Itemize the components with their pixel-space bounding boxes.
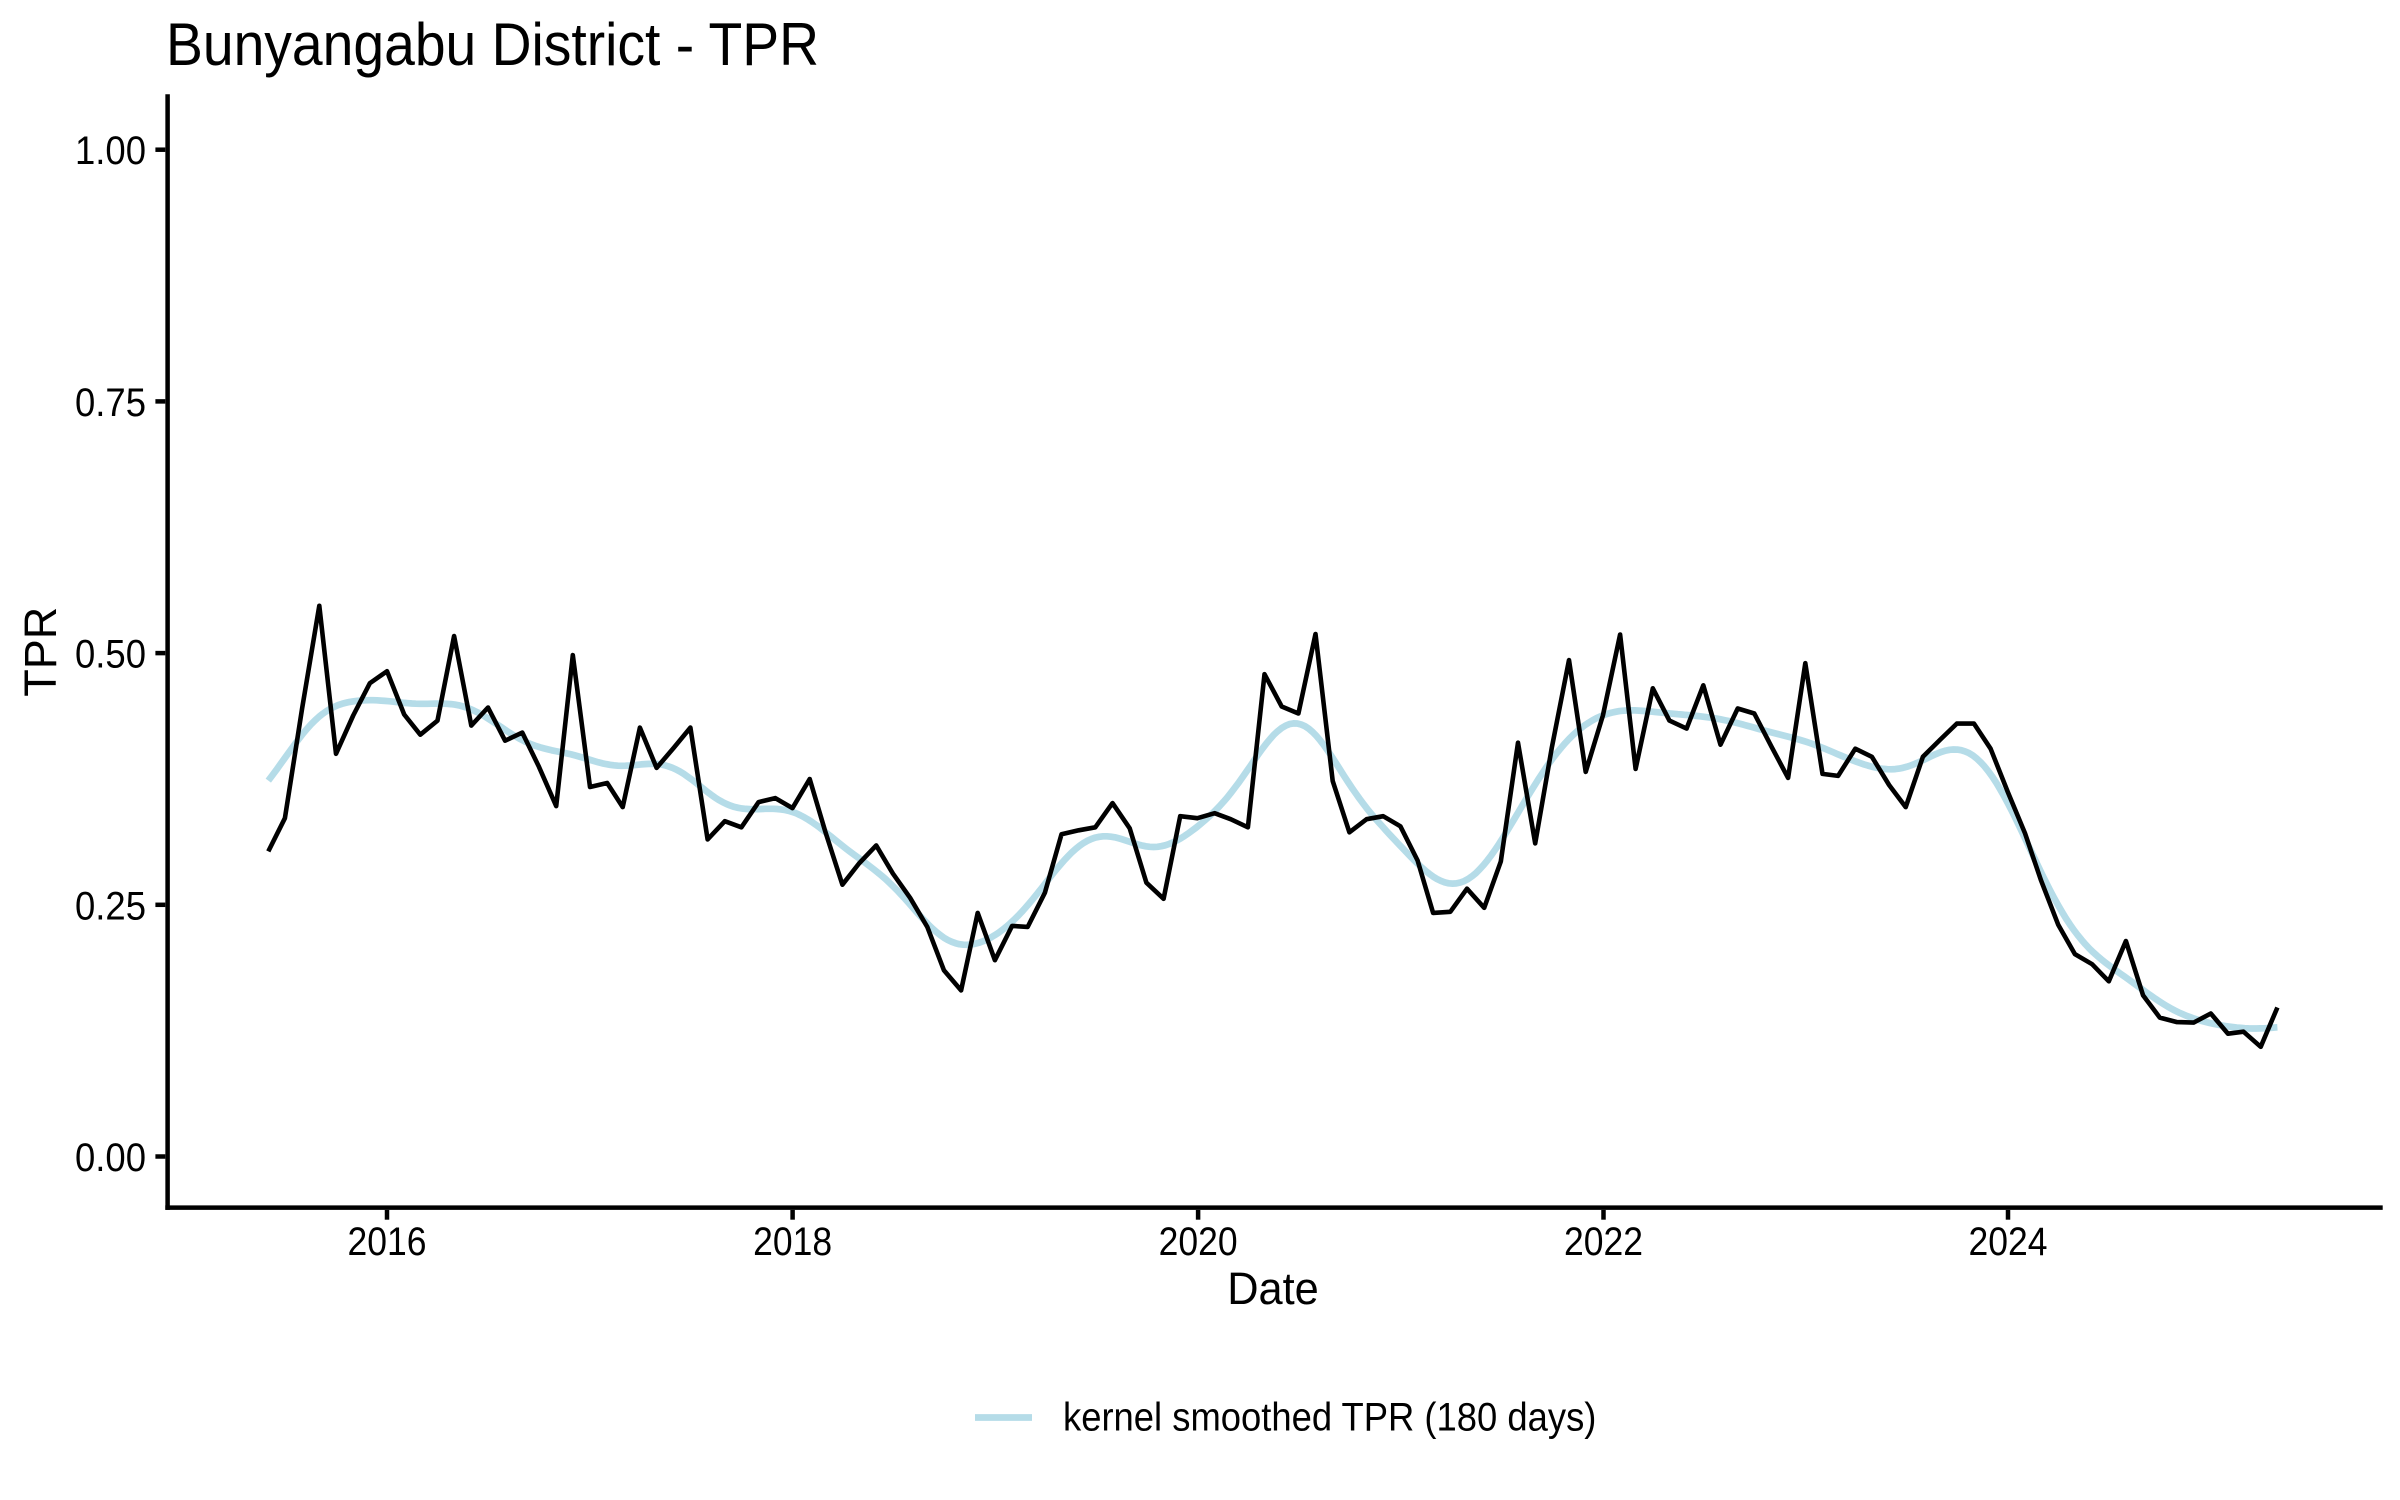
svg-text:TPR: TPR	[15, 607, 66, 697]
svg-text:0.00: 0.00	[75, 1136, 146, 1180]
svg-text:2018: 2018	[753, 1220, 832, 1264]
svg-text:kernel smoothed TPR (180 days): kernel smoothed TPR (180 days)	[1063, 1396, 1596, 1440]
svg-text:0.50: 0.50	[75, 633, 146, 677]
svg-text:Date: Date	[1227, 1263, 1319, 1314]
svg-text:0.25: 0.25	[75, 884, 146, 928]
svg-text:Bunyangabu District - TPR: Bunyangabu District - TPR	[166, 11, 819, 78]
svg-text:1.00: 1.00	[75, 129, 146, 173]
svg-text:0.75: 0.75	[75, 381, 146, 425]
svg-text:2024: 2024	[1969, 1220, 2048, 1264]
svg-text:2016: 2016	[348, 1220, 427, 1264]
svg-text:2020: 2020	[1159, 1220, 1238, 1264]
svg-text:2022: 2022	[1564, 1220, 1643, 1264]
